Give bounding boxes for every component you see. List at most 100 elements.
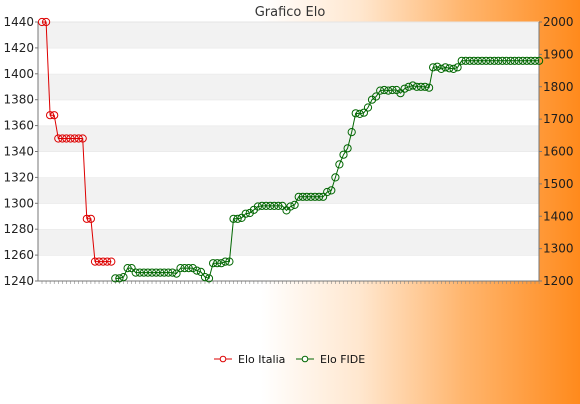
data-point[interactable]: [469, 56, 478, 65]
data-point[interactable]: [518, 56, 527, 65]
data-point[interactable]: [339, 150, 348, 159]
data-point[interactable]: [94, 257, 104, 266]
data-point[interactable]: [82, 214, 91, 223]
data-point[interactable]: [526, 56, 536, 65]
data-point[interactable]: [355, 109, 364, 119]
data-point[interactable]: [494, 56, 503, 65]
data-point[interactable]: [257, 201, 267, 210]
data-point[interactable]: [164, 268, 173, 277]
data-point[interactable]: [486, 56, 495, 65]
data-point[interactable]: [461, 56, 470, 65]
data-point[interactable]: [147, 268, 157, 277]
data-point[interactable]: [380, 85, 389, 95]
data-point[interactable]: [209, 259, 218, 268]
data-point[interactable]: [50, 111, 59, 120]
data-point[interactable]: [123, 264, 132, 273]
data-point[interactable]: [514, 56, 523, 65]
data-point[interactable]: [306, 192, 315, 201]
data-point[interactable]: [437, 64, 446, 74]
data-point[interactable]: [412, 82, 421, 91]
data-point[interactable]: [404, 82, 413, 91]
data-point[interactable]: [465, 56, 474, 65]
data-point[interactable]: [490, 56, 499, 65]
data-point[interactable]: [429, 63, 438, 72]
data-point[interactable]: [78, 134, 87, 143]
data-point[interactable]: [302, 192, 311, 201]
data-point[interactable]: [278, 201, 287, 210]
data-point[interactable]: [327, 186, 336, 195]
data-point[interactable]: [37, 17, 47, 27]
data-point[interactable]: [286, 202, 295, 211]
data-point[interactable]: [530, 56, 540, 65]
data-point[interactable]: [408, 81, 417, 90]
data-point[interactable]: [396, 89, 405, 98]
data-point[interactable]: [359, 108, 368, 117]
data-point[interactable]: [233, 214, 242, 223]
data-point[interactable]: [66, 134, 75, 143]
data-point[interactable]: [86, 214, 96, 223]
data-point[interactable]: [343, 144, 352, 153]
data-point[interactable]: [200, 273, 210, 282]
data-point[interactable]: [425, 83, 434, 92]
data-point[interactable]: [274, 201, 283, 210]
legend-item-elo-italia[interactable]: Elo Italia: [214, 353, 285, 366]
data-point[interactable]: [535, 56, 544, 65]
data-point[interactable]: [498, 56, 507, 65]
data-point[interactable]: [506, 56, 515, 65]
data-point[interactable]: [433, 62, 442, 71]
data-point[interactable]: [70, 134, 79, 143]
data-point[interactable]: [445, 64, 454, 73]
data-point[interactable]: [103, 257, 112, 266]
data-point[interactable]: [510, 56, 519, 65]
data-point[interactable]: [107, 257, 116, 266]
data-point[interactable]: [384, 86, 393, 95]
data-point[interactable]: [315, 192, 324, 201]
data-point[interactable]: [46, 111, 55, 120]
data-point[interactable]: [152, 268, 161, 277]
data-point[interactable]: [294, 192, 303, 201]
data-point[interactable]: [477, 56, 487, 65]
data-point[interactable]: [266, 201, 275, 210]
data-point[interactable]: [180, 264, 189, 273]
data-point[interactable]: [376, 86, 385, 95]
data-point[interactable]: [388, 85, 397, 95]
data-point[interactable]: [42, 17, 51, 27]
data-point[interactable]: [502, 56, 511, 65]
data-point[interactable]: [457, 56, 466, 65]
data-point[interactable]: [416, 82, 425, 91]
data-point[interactable]: [176, 264, 185, 273]
legend-item-elo-fide[interactable]: Elo FIDE: [296, 353, 365, 366]
data-point[interactable]: [127, 264, 136, 273]
data-point[interactable]: [331, 173, 340, 182]
data-point[interactable]: [192, 266, 201, 275]
data-point[interactable]: [372, 92, 381, 101]
data-point[interactable]: [229, 214, 238, 223]
data-point[interactable]: [453, 63, 462, 72]
data-point[interactable]: [319, 192, 328, 201]
data-point[interactable]: [135, 268, 144, 277]
data-point[interactable]: [74, 134, 83, 143]
data-point[interactable]: [262, 201, 271, 210]
data-point[interactable]: [522, 56, 532, 65]
data-point[interactable]: [58, 134, 67, 143]
data-point[interactable]: [347, 128, 356, 137]
data-point[interactable]: [237, 213, 246, 222]
data-point[interactable]: [241, 209, 250, 218]
data-point[interactable]: [143, 268, 152, 277]
data-point[interactable]: [213, 259, 222, 268]
data-point[interactable]: [335, 160, 344, 169]
data-point[interactable]: [221, 257, 230, 266]
data-point[interactable]: [160, 268, 169, 277]
data-point[interactable]: [420, 82, 430, 91]
data-point[interactable]: [184, 264, 193, 273]
data-point[interactable]: [172, 269, 181, 278]
data-point[interactable]: [217, 259, 226, 268]
data-point[interactable]: [473, 56, 483, 65]
data-point[interactable]: [363, 103, 373, 112]
data-point[interactable]: [54, 134, 63, 143]
data-point[interactable]: [115, 274, 124, 283]
data-point[interactable]: [196, 267, 205, 276]
data-point[interactable]: [351, 109, 360, 118]
data-point[interactable]: [310, 192, 320, 201]
data-point[interactable]: [139, 268, 148, 277]
